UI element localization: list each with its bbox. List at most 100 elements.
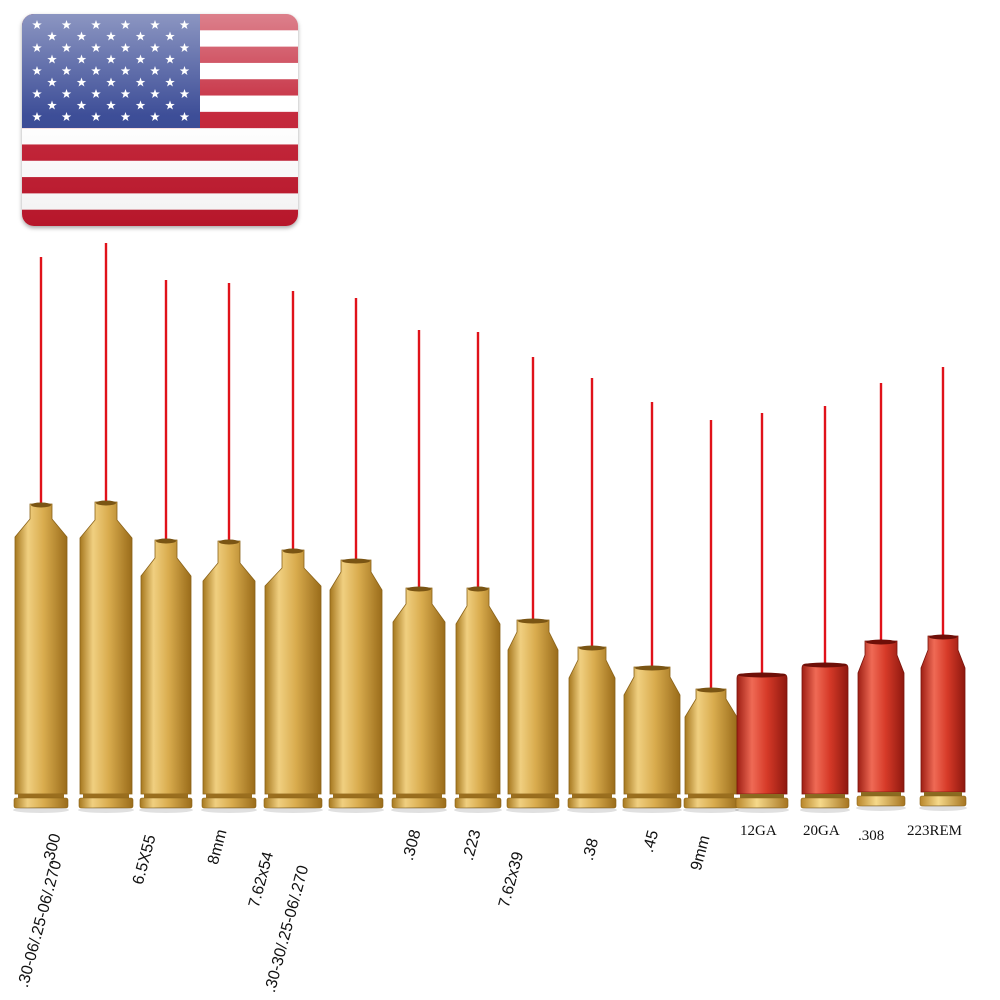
- flag-star: [32, 20, 42, 30]
- flag-stripe: [22, 193, 298, 211]
- extractor-groove: [333, 794, 379, 798]
- cartridge-rim: [391, 797, 447, 809]
- flag-star: [47, 77, 57, 87]
- extractor-groove: [924, 792, 962, 796]
- bore-sighter-7: [391, 330, 447, 813]
- bore-sighter-10: [567, 378, 617, 813]
- cartridge-rim: [919, 795, 967, 807]
- flag-star: [150, 66, 160, 76]
- flag-star: [120, 20, 131, 30]
- shadow: [919, 805, 967, 811]
- bore-sighter-13: [735, 413, 789, 813]
- muzzle: [579, 645, 605, 651]
- cartridge-rim: [201, 797, 257, 809]
- flag-star: [76, 31, 87, 41]
- flag-graphic: [22, 14, 298, 226]
- flag-star: [120, 66, 131, 76]
- flag-star: [120, 112, 131, 122]
- muzzle: [518, 618, 548, 624]
- cartridge-body: [329, 559, 383, 795]
- flag-star: [135, 100, 146, 110]
- flag-star: [32, 66, 42, 76]
- flag-star: [47, 100, 57, 110]
- flag-star: [106, 100, 116, 110]
- cartridge-rim: [567, 797, 617, 809]
- bore-sighter-12: [683, 420, 739, 813]
- flag-stripe: [22, 160, 298, 178]
- cartridge-body: [801, 663, 849, 795]
- flag-star: [91, 112, 101, 122]
- shadow: [78, 807, 134, 813]
- extractor-groove: [805, 794, 845, 798]
- muzzle: [738, 672, 786, 678]
- extractor-groove: [268, 794, 318, 798]
- flag-star: [76, 100, 87, 110]
- extractor-groove: [511, 794, 555, 798]
- cartridge-rim: [800, 797, 850, 809]
- cartridge-rim: [735, 797, 789, 809]
- flag-stripe: [22, 209, 298, 226]
- cartridge-body: [140, 539, 192, 795]
- flag-star: [76, 77, 87, 87]
- bore-sighter-5: [263, 291, 323, 813]
- caliber-label: 12GA: [740, 823, 777, 839]
- cartridge-body: [568, 646, 616, 795]
- cartridge-body: [920, 635, 966, 793]
- flag-stripe: [22, 128, 298, 145]
- shadow: [13, 807, 69, 813]
- muzzle: [697, 687, 725, 693]
- flag-gloss: [22, 14, 298, 226]
- muzzle: [31, 502, 51, 508]
- cartridge-rim: [328, 797, 384, 809]
- flag-star: [106, 31, 116, 41]
- shadow: [683, 807, 739, 813]
- flag-star: [165, 54, 175, 64]
- muzzle: [635, 665, 669, 671]
- flag-star: [106, 77, 116, 87]
- flag-star: [179, 43, 190, 53]
- bore-sighter-14: [800, 406, 850, 813]
- flag-star: [32, 112, 42, 122]
- flag-star: [135, 77, 146, 87]
- flag-star: [120, 43, 131, 53]
- cartridge-body: [202, 540, 256, 795]
- bore-sighter-9: [506, 357, 560, 813]
- flag-star: [61, 43, 72, 53]
- bore-sighter-8: [454, 332, 502, 813]
- muzzle: [929, 634, 957, 640]
- shadow: [391, 807, 447, 813]
- extractor-groove: [740, 794, 784, 798]
- cartridge-rim: [683, 797, 739, 809]
- muzzle: [407, 586, 431, 592]
- extractor-groove: [396, 794, 442, 798]
- flag-star: [61, 20, 72, 30]
- shadow: [567, 807, 617, 813]
- extractor-groove: [18, 794, 64, 798]
- caliber-label: .308: [858, 828, 885, 844]
- cartridge-body: [736, 673, 788, 795]
- bore-sighter-16: [919, 367, 967, 811]
- flag-star: [106, 54, 116, 64]
- flag-star: [179, 66, 190, 76]
- cartridge-body: [684, 688, 738, 795]
- caliber-label: 223REM: [907, 823, 963, 839]
- extractor-groove: [459, 794, 497, 798]
- flag-stripe: [22, 177, 298, 194]
- cartridge-rim: [13, 797, 69, 809]
- flag-star: [76, 54, 87, 64]
- extractor-groove: [206, 794, 252, 798]
- cartridge-body: [264, 549, 322, 795]
- flag-star: [150, 112, 160, 122]
- muzzle: [803, 662, 847, 668]
- shadow: [800, 807, 850, 813]
- extractor-groove: [144, 794, 188, 798]
- shadow: [735, 807, 789, 813]
- flag-star: [165, 100, 175, 110]
- extractor-groove: [627, 794, 677, 798]
- extractor-groove: [83, 794, 129, 798]
- flag-star: [179, 89, 190, 99]
- bore-sighter-3: [139, 280, 193, 813]
- bore-sighter-2: [78, 243, 134, 813]
- bore-sighter-4: [201, 283, 257, 813]
